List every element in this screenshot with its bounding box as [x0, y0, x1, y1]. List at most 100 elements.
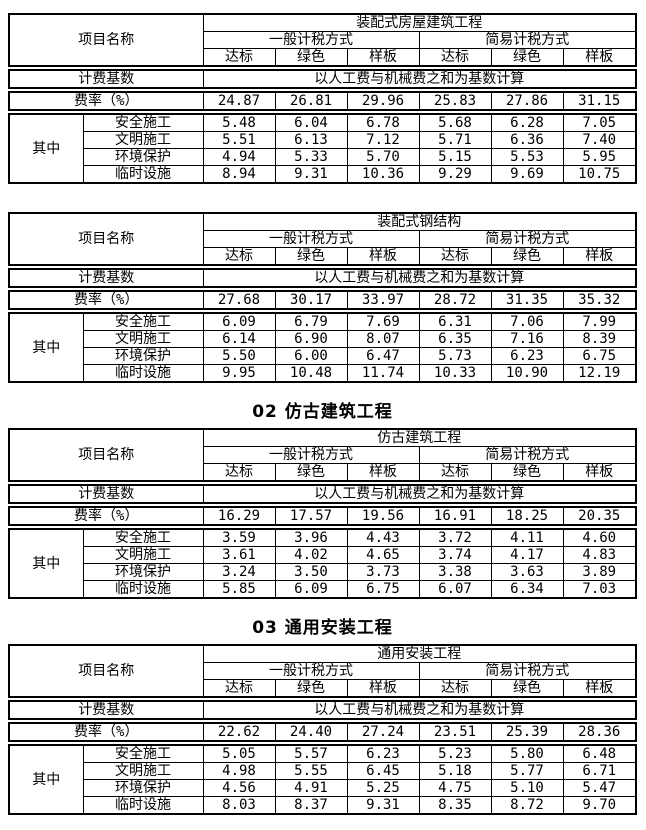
sub-item-value: 8.39	[562, 330, 637, 348]
rate-value: 26.81	[274, 91, 348, 111]
sub-item-value: 4.60	[562, 528, 637, 547]
among-label: 其中	[8, 312, 84, 383]
sub-item-value: 6.23	[346, 744, 420, 763]
sub-item-value: 6.09	[274, 580, 348, 599]
table-row: 临时设施 8.94 9.31 10.36 9.29 9.69 10.75	[9, 165, 637, 184]
sub-item-value: 6.79	[274, 312, 348, 331]
sub-item-label: 文明施工	[82, 546, 204, 564]
grade-header: 达标	[202, 679, 276, 698]
sub-item-value: 10.90	[490, 364, 564, 383]
table-row: 一般计税方式 简易计税方式	[9, 662, 637, 680]
sub-item-value: 5.77	[490, 762, 564, 780]
sub-item-value: 5.23	[418, 744, 492, 763]
table-row: 一般计税方式 简易计税方式	[9, 31, 637, 49]
general-method-header: 一般计税方式	[202, 230, 420, 248]
sub-item-value: 4.91	[274, 779, 348, 797]
sub-item-value: 7.40	[562, 131, 637, 149]
rate-value: 31.35	[490, 290, 564, 310]
sub-item-value: 7.05	[562, 113, 637, 132]
sub-item-value: 3.50	[274, 563, 348, 581]
sub-item-value: 6.71	[562, 762, 637, 780]
fee-base-value: 以人工费与机械费之和为基数计算	[202, 484, 637, 504]
sub-item-value: 4.17	[490, 546, 564, 564]
sub-item-value: 6.78	[346, 113, 420, 132]
sub-item-value: 7.16	[490, 330, 564, 348]
sub-item-value: 5.10	[490, 779, 564, 797]
rate-value: 30.17	[274, 290, 348, 310]
sub-item-value: 8.94	[202, 165, 276, 184]
sub-item-value: 4.65	[346, 546, 420, 564]
sub-item-value: 3.89	[562, 563, 637, 581]
rate-value: 22.62	[202, 722, 276, 742]
sub-item-value: 6.28	[490, 113, 564, 132]
table-row: 一般计税方式 简易计税方式	[9, 230, 637, 248]
sub-item-value: 10.36	[346, 165, 420, 184]
table-title: 装配式钢结构	[202, 212, 637, 231]
grade-header: 绿色	[490, 463, 564, 482]
fee-base-label: 计费基数	[8, 484, 204, 504]
rate-label: 费率（%）	[8, 290, 204, 310]
grade-header: 达标	[202, 463, 276, 482]
table-row: 费率（%） 16.29 17.57 19.56 16.91 18.25 20.35	[8, 506, 637, 526]
grade-header: 样板	[562, 48, 637, 67]
project-name-header: 项目名称	[8, 644, 204, 698]
table-row: 达标 绿色 样板 达标 绿色 样板	[9, 463, 637, 482]
grade-header: 样板	[346, 48, 420, 67]
rate-value: 24.87	[202, 91, 276, 111]
table-title: 通用安装工程	[202, 644, 637, 663]
fee-rate-table-3: 项目名称 仿古建筑工程 一般计税方式 简易计税方式 达标 绿色 样板 达标 绿色 样板 计费基数 以人…	[8, 428, 637, 599]
rate-value: 28.72	[418, 290, 492, 310]
sub-item-value: 3.72	[418, 528, 492, 547]
grade-header: 绿色	[490, 247, 564, 266]
sub-item-value: 3.96	[274, 528, 348, 547]
sub-item-value: 7.03	[562, 580, 637, 599]
sub-item-label: 环境保护	[82, 779, 204, 797]
grade-header: 样板	[562, 463, 637, 482]
rate-value: 27.86	[490, 91, 564, 111]
sub-item-value: 6.04	[274, 113, 348, 132]
sub-item-value: 3.38	[418, 563, 492, 581]
table-row: 计费基数 以人工费与机械费之和为基数计算	[8, 700, 637, 720]
sub-item-value: 6.75	[562, 347, 637, 365]
sub-item-value: 10.75	[562, 165, 637, 184]
sub-item-value: 4.98	[202, 762, 276, 780]
grade-header: 达标	[418, 247, 492, 266]
fee-base-label: 计费基数	[8, 268, 204, 288]
grade-header: 样板	[346, 679, 420, 698]
simple-method-header: 简易计税方式	[418, 230, 637, 248]
sub-item-value: 5.33	[274, 148, 348, 166]
sub-item-value: 5.70	[346, 148, 420, 166]
sub-item-value: 5.50	[202, 347, 276, 365]
rate-value: 19.56	[346, 506, 420, 526]
grade-header: 达标	[202, 48, 276, 67]
sub-item-label: 临时设施	[82, 796, 204, 815]
sub-item-value: 3.74	[418, 546, 492, 564]
sub-item-value: 6.48	[562, 744, 637, 763]
project-name-header: 项目名称	[8, 428, 204, 482]
sub-item-value: 6.13	[274, 131, 348, 149]
breakdown-band: 其中 安全施工 3.59 3.96 4.43 3.72 4.11 4.60 文明施工 3.61 4.…	[8, 528, 637, 599]
sub-item-value: 6.23	[490, 347, 564, 365]
sub-item-value: 7.12	[346, 131, 420, 149]
sub-item-label: 临时设施	[82, 165, 204, 184]
sub-item-value: 9.31	[346, 796, 420, 815]
sub-item-value: 7.69	[346, 312, 420, 331]
breakdown-band: 其中 安全施工 5.48 6.04 6.78 5.68 6.28 7.05 文明施工 5.51 6.…	[8, 113, 637, 184]
rate-value: 27.68	[202, 290, 276, 310]
among-label: 其中	[8, 528, 84, 599]
sub-item-label: 文明施工	[82, 131, 204, 149]
grade-header: 样板	[562, 679, 637, 698]
sub-item-value: 9.31	[274, 165, 348, 184]
grade-header: 绿色	[274, 48, 348, 67]
sub-item-value: 8.07	[346, 330, 420, 348]
sub-item-value: 9.29	[418, 165, 492, 184]
table-row: 文明施工 3.61 4.02 4.65 3.74 4.17 4.83	[9, 546, 637, 564]
sub-item-value: 7.99	[562, 312, 637, 331]
rate-label: 费率（%）	[8, 722, 204, 742]
rate-value: 27.24	[346, 722, 420, 742]
sub-item-value: 8.72	[490, 796, 564, 815]
sub-item-value: 4.11	[490, 528, 564, 547]
fee-base-value: 以人工费与机械费之和为基数计算	[202, 69, 637, 89]
fee-base-band: 计费基数 以人工费与机械费之和为基数计算	[8, 69, 637, 89]
